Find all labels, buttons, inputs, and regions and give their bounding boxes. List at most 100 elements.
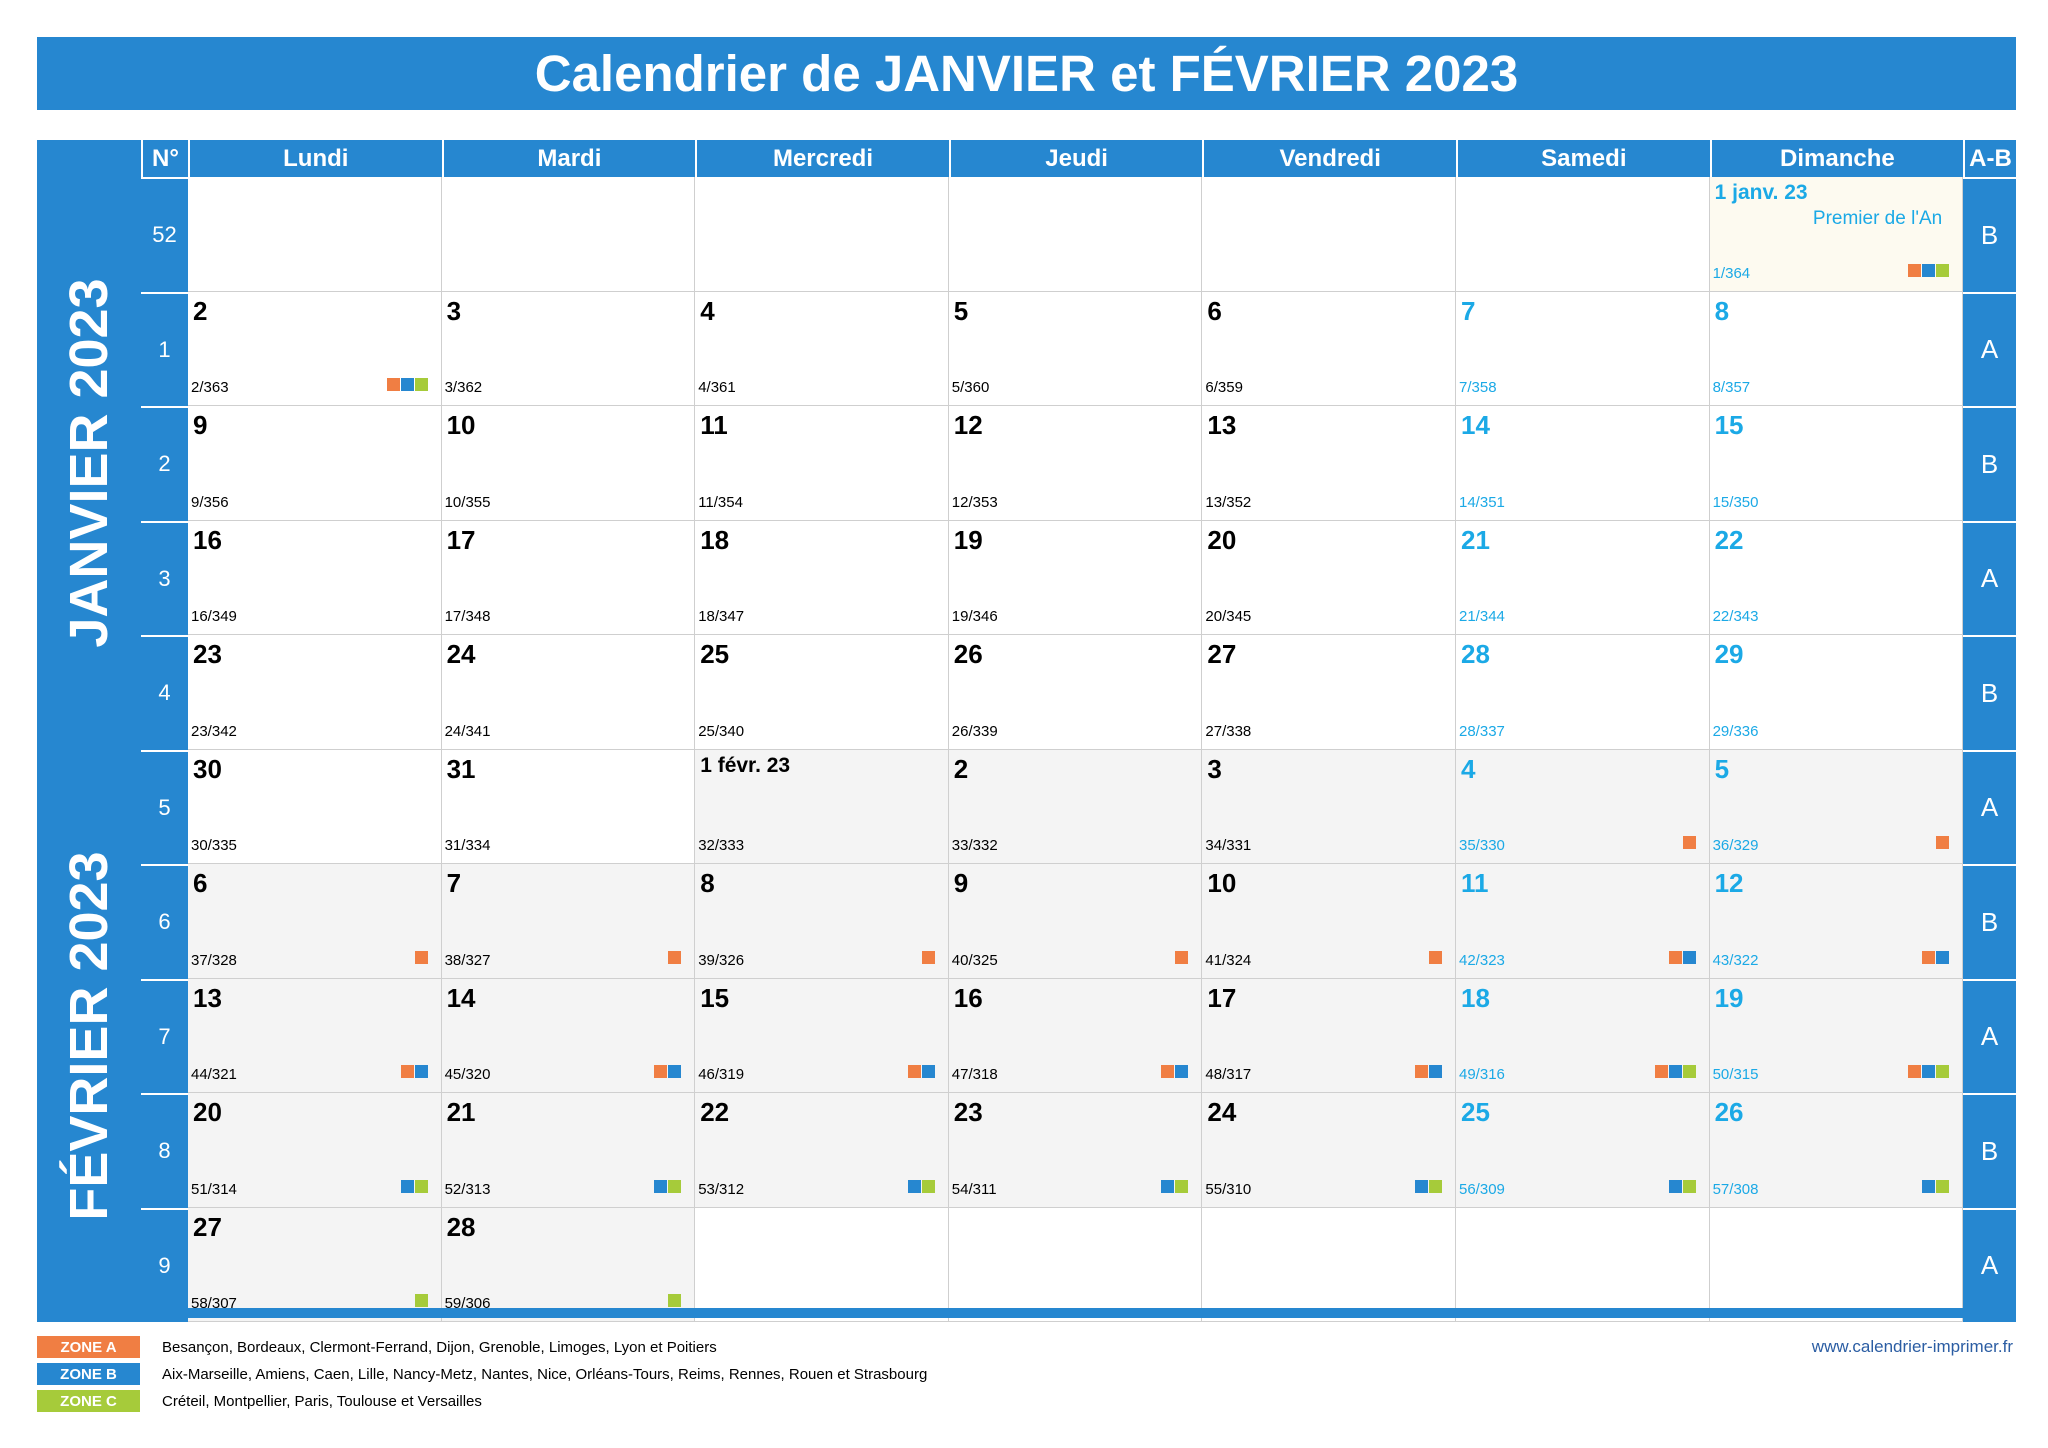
day-cell[interactable]: 15 15/350	[1709, 406, 1964, 521]
day-cell[interactable]: 19 19/346	[948, 520, 1203, 635]
zone-a-marker	[1654, 1065, 1668, 1078]
day-of-year: 50/315	[1712, 1066, 1759, 1083]
day-cell[interactable]: 9 9/356	[188, 406, 442, 521]
day-cell[interactable]: 25 25/340	[695, 635, 949, 750]
day-cell[interactable]: 28 59/306	[441, 1207, 696, 1322]
day-cell[interactable]: 8 8/357	[1709, 291, 1964, 406]
day-of-year: 21/344	[1459, 608, 1505, 625]
day-cell[interactable]: 7 38/327	[441, 864, 696, 979]
day-cell[interactable]: 7 7/358	[1456, 291, 1710, 406]
day-cell[interactable]: 21 52/313	[441, 1093, 696, 1208]
day-of-year: 45/320	[444, 1066, 491, 1083]
day-number: 12	[1714, 868, 1744, 898]
day-cell[interactable]: 16 16/349	[188, 520, 442, 635]
day-number: 26	[1714, 1097, 1744, 1127]
day-cell[interactable]: 27 58/307	[188, 1207, 442, 1322]
day-cell[interactable]: 20 51/314	[188, 1093, 442, 1208]
day-cell[interactable]: 13 44/321	[188, 978, 442, 1093]
day-cell[interactable]: 4 4/361	[695, 291, 949, 406]
day-cell[interactable]: 22 53/312	[695, 1093, 949, 1208]
zone-a-marker	[921, 950, 935, 964]
day-cell[interactable]: 31 31/334	[441, 749, 696, 864]
day-cell[interactable]: 22 22/343	[1709, 520, 1964, 635]
day-cell[interactable]: 4 35/330	[1456, 749, 1710, 864]
day-cell[interactable]: 18 49/316	[1456, 978, 1710, 1093]
day-of-year: 15/350	[1712, 493, 1759, 511]
day-of-year: 28/337	[1459, 722, 1505, 740]
day-of-year: 14/351	[1459, 493, 1505, 511]
day-cell[interactable]: 26 26/339	[948, 635, 1203, 750]
day-cell[interactable]: 15 46/319	[695, 978, 949, 1093]
day-cell[interactable]: 3 34/331	[1202, 749, 1456, 864]
school-holiday-zones	[400, 1065, 428, 1078]
day-cell[interactable]: 10 10/355	[441, 406, 696, 521]
day-cell[interactable]: 14 14/351	[1456, 406, 1710, 521]
school-holiday-zones	[907, 1179, 935, 1193]
school-holiday-zones	[654, 1179, 682, 1193]
day-cell[interactable]: 2 33/332	[948, 749, 1203, 864]
day-of-year: 33/332	[951, 837, 998, 854]
day-number: 12	[953, 410, 983, 440]
day-cell[interactable]: 14 45/320	[441, 978, 696, 1093]
day-cell[interactable]: 13 13/352	[1202, 406, 1456, 521]
day-cell[interactable]: 23 54/311	[948, 1093, 1203, 1208]
zone-a-marker	[1682, 836, 1696, 849]
day-of-year: 31/334	[444, 837, 491, 854]
school-holiday-zones	[414, 950, 428, 964]
day-cell[interactable]: 3 3/362	[441, 291, 696, 406]
zone-c-marker	[1936, 1179, 1950, 1193]
day-cell[interactable]: 6 6/359	[1202, 291, 1456, 406]
day-cell[interactable]: 27 27/338	[1202, 635, 1456, 750]
school-holiday-zones	[1922, 950, 1950, 964]
day-of-year: 39/326	[698, 951, 745, 969]
website-link[interactable]: www.calendrier-imprimer.fr	[1811, 1337, 2013, 1356]
day-cell[interactable]: 26 57/308	[1709, 1093, 1964, 1208]
day-cell[interactable]: 11 42/323	[1456, 864, 1710, 979]
zone-a-marker	[1908, 263, 1922, 277]
day-cell[interactable]: 17 17/348	[441, 520, 696, 635]
day-cell[interactable]: 5 5/360	[948, 291, 1203, 406]
day-number: 9	[193, 410, 208, 440]
school-holiday-zones	[1908, 1065, 1950, 1078]
day-cell[interactable]: 16 47/318	[948, 978, 1203, 1093]
day-cell[interactable]: 17 48/317	[1202, 978, 1456, 1093]
empty-day-cell	[1456, 177, 1710, 292]
day-of-year: 42/323	[1459, 951, 1505, 969]
day-of-year: 58/307	[191, 1295, 237, 1312]
day-cell[interactable]: 1 janv. 23 1/364 Premier de l'An	[1709, 177, 1964, 292]
zone-c-marker	[414, 1294, 428, 1307]
ab-week-label: B	[1963, 406, 2016, 521]
zone-b-marker	[1922, 1065, 1936, 1078]
day-cell[interactable]: 19 50/315	[1709, 978, 1964, 1093]
day-number: 23	[193, 639, 222, 669]
day-cell[interactable]: 24 55/310	[1202, 1093, 1456, 1208]
day-cell[interactable]: 6 37/328	[188, 864, 442, 979]
day-cell[interactable]: 1 févr. 23 32/333	[695, 749, 949, 864]
day-cell[interactable]: 25 56/309	[1456, 1093, 1710, 1208]
day-cell[interactable]: 5 36/329	[1709, 749, 1964, 864]
day-cell[interactable]: 8 39/326	[695, 864, 949, 979]
day-cell[interactable]: 21 21/344	[1456, 520, 1710, 635]
day-cell[interactable]: 12 43/322	[1709, 864, 1964, 979]
day-number: 25	[700, 639, 730, 669]
zone-a-marker	[668, 950, 682, 964]
day-cell[interactable]: 10 41/324	[1202, 864, 1456, 979]
day-number: 15	[700, 982, 730, 1013]
day-cell[interactable]: 18 18/347	[695, 520, 949, 635]
ab-week-label: B	[1963, 635, 2016, 750]
day-cell[interactable]: 2 2/363	[188, 291, 442, 406]
day-cell[interactable]: 12 12/353	[948, 406, 1203, 521]
day-cell[interactable]: 20 20/345	[1202, 520, 1456, 635]
day-cell[interactable]: 24 24/341	[441, 635, 696, 750]
day-cell[interactable]: 11 11/354	[695, 406, 949, 521]
day-cell[interactable]: 23 23/342	[188, 635, 442, 750]
zone-b-marker	[1682, 950, 1696, 964]
day-cell[interactable]: 28 28/337	[1456, 635, 1710, 750]
day-of-year: 34/331	[1205, 837, 1252, 854]
day-cell[interactable]: 29 29/336	[1709, 635, 1964, 750]
day-cell[interactable]: 30 30/335	[188, 749, 442, 864]
zone-b-marker	[1922, 263, 1936, 277]
day-number: 17	[1207, 982, 1237, 1013]
school-holiday-zones	[1414, 1179, 1442, 1193]
day-cell[interactable]: 9 40/325	[948, 864, 1203, 979]
